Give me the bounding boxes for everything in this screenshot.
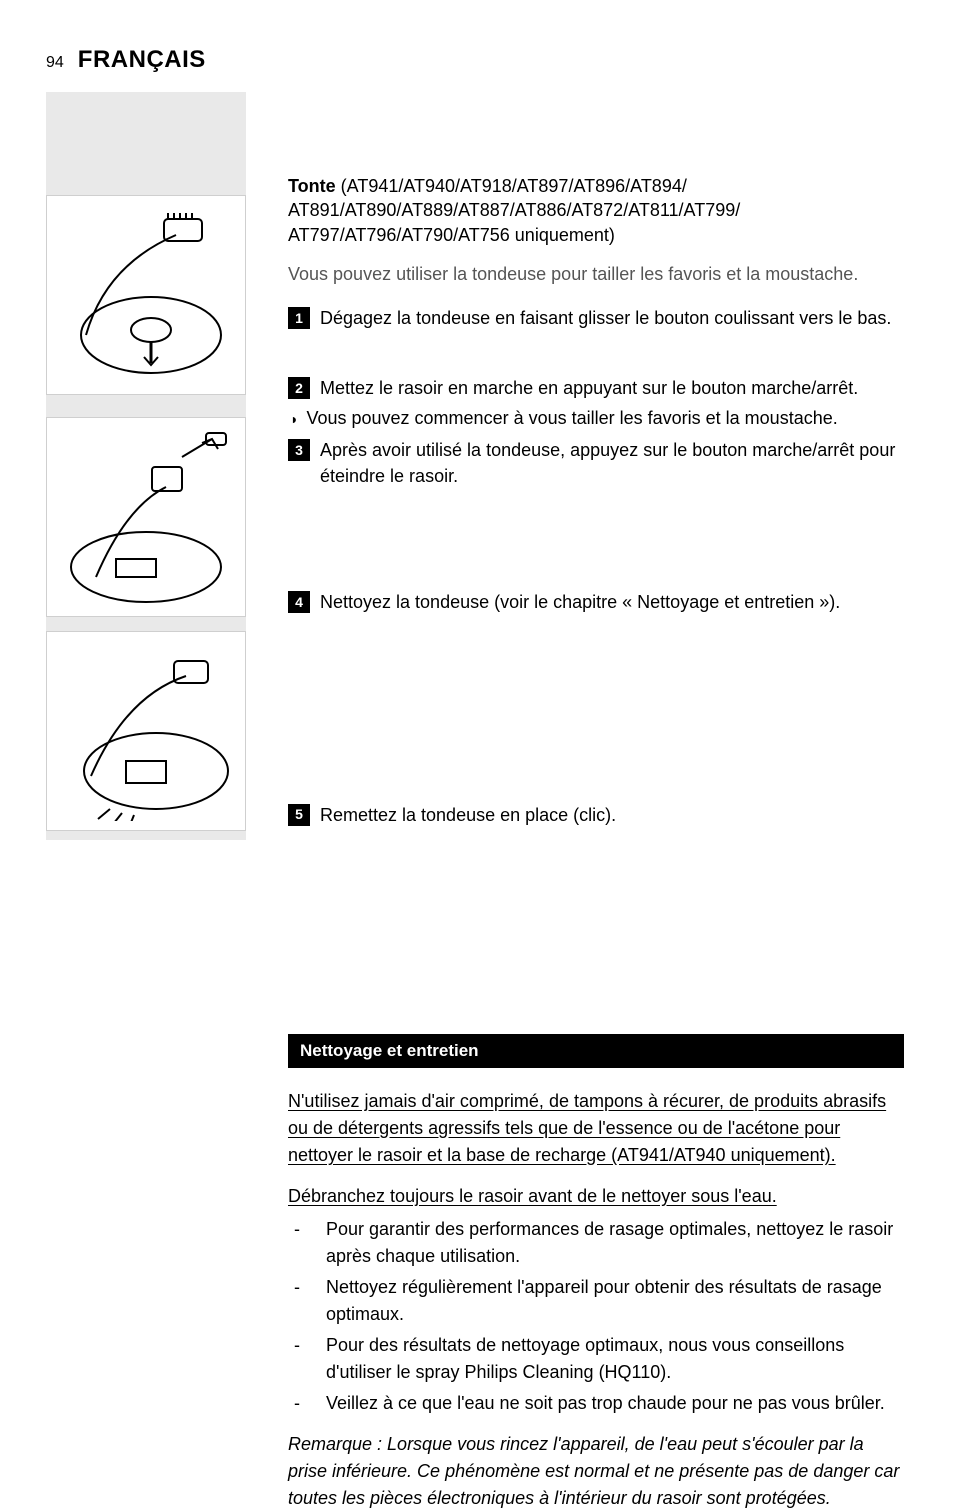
tonte-heading-bold: Tonte bbox=[288, 176, 336, 196]
dash-icon: - bbox=[288, 1390, 306, 1417]
step-3: 3 Après avoir utilisé la tondeuse, appuy… bbox=[288, 437, 904, 489]
nettoyage-heading-bar: Nettoyage et entretien bbox=[288, 1034, 904, 1068]
list-item: - Pour des résultats de nettoyage optima… bbox=[288, 1332, 904, 1386]
step-1-number: 1 bbox=[288, 307, 310, 329]
page-number: 94 bbox=[46, 54, 64, 72]
nettoyage-warning: N'utilisez jamais d'air comprimé, de tam… bbox=[288, 1091, 886, 1165]
step-2-sub: ◗ Vous pouvez commencer à vous tailler l… bbox=[290, 405, 904, 431]
dash-icon: - bbox=[288, 1274, 306, 1328]
illustration-trimmer-clean bbox=[46, 417, 246, 617]
list-item-text: Pour garantir des performances de rasage… bbox=[326, 1216, 904, 1270]
illustration-trimmer-reattach bbox=[46, 631, 246, 831]
step-1-text: Dégagez la tondeuse en faisant glisser l… bbox=[320, 305, 904, 331]
list-item-text: Nettoyez régulièrement l'appareil pour o… bbox=[326, 1274, 904, 1328]
nettoyage-list: - Pour garantir des performances de rasa… bbox=[288, 1216, 904, 1417]
dash-icon: - bbox=[288, 1216, 306, 1270]
step-2: 2 Mettez le rasoir en marche en appuyant… bbox=[288, 375, 904, 401]
list-item: - Veillez à ce que l'eau ne soit pas tro… bbox=[288, 1390, 904, 1417]
tonte-heading-models: (AT941/AT940/AT918/AT897/AT896/AT894/ AT… bbox=[288, 176, 740, 245]
list-item: - Pour garantir des performances de rasa… bbox=[288, 1216, 904, 1270]
step-2-number: 2 bbox=[288, 377, 310, 399]
step-2-text: Mettez le rasoir en marche en appuyant s… bbox=[320, 375, 904, 401]
step-3-number: 3 bbox=[288, 439, 310, 461]
step-5: 5 Remettez la tondeuse en place (clic). bbox=[288, 802, 904, 828]
tonte-heading: Tonte (AT941/AT940/AT918/AT897/AT896/AT8… bbox=[288, 174, 904, 247]
step-2-sub-text: Vous pouvez commencer à vous tailler les… bbox=[306, 405, 837, 431]
step-4: 4 Nettoyez la tondeuse (voir le chapitre… bbox=[288, 589, 904, 615]
step-4-number: 4 bbox=[288, 591, 310, 613]
tonte-intro: Vous pouvez utiliser la tondeuse pour ta… bbox=[288, 261, 904, 287]
list-item: - Nettoyez régulièrement l'appareil pour… bbox=[288, 1274, 904, 1328]
step-1: 1 Dégagez la tondeuse en faisant glisser… bbox=[288, 305, 904, 331]
page-title: FRANÇAIS bbox=[78, 46, 206, 74]
bullet-arrow-icon: ◗ bbox=[290, 409, 298, 431]
illustration-trimmer-release bbox=[46, 195, 246, 395]
step-5-number: 5 bbox=[288, 804, 310, 826]
list-item-text: Pour des résultats de nettoyage optimaux… bbox=[326, 1332, 904, 1386]
nettoyage-unplug: Débranchez toujours le rasoir avant de l… bbox=[288, 1186, 777, 1206]
step-4-text: Nettoyez la tondeuse (voir le chapitre «… bbox=[320, 589, 904, 615]
step-3-text: Après avoir utilisé la tondeuse, appuyez… bbox=[320, 437, 904, 489]
dash-icon: - bbox=[288, 1332, 306, 1386]
step-5-text: Remettez la tondeuse en place (clic). bbox=[320, 802, 904, 828]
list-item-text: Veillez à ce que l'eau ne soit pas trop … bbox=[326, 1390, 885, 1417]
nettoyage-note: Remarque : Lorsque vous rincez l'apparei… bbox=[288, 1431, 904, 1512]
